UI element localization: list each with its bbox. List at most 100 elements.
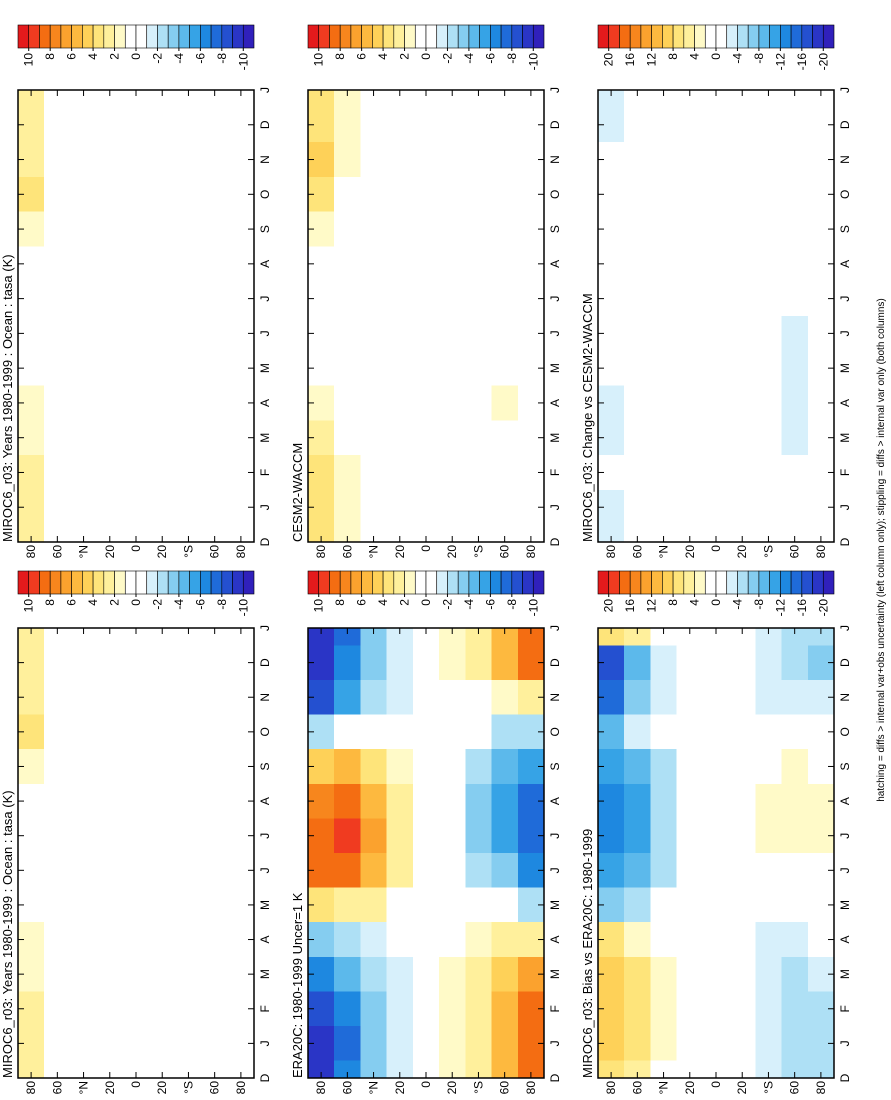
contour-cell bbox=[122, 714, 150, 750]
colorbar-box bbox=[92, 24, 105, 49]
y-tick-label: 20 bbox=[735, 1081, 749, 1095]
contour-cell bbox=[439, 142, 466, 177]
contour-cell bbox=[624, 455, 651, 490]
contour-cell bbox=[227, 645, 254, 680]
contour-cell bbox=[781, 246, 808, 282]
contour-cell bbox=[201, 783, 228, 819]
contour-cell bbox=[598, 679, 625, 715]
y-tick-label: 60 bbox=[340, 1081, 354, 1095]
contour-cell bbox=[598, 211, 625, 247]
contour-cell bbox=[781, 281, 808, 316]
contour-cell bbox=[702, 956, 730, 992]
x-tick-label: D bbox=[838, 658, 852, 667]
contour-cell bbox=[624, 211, 651, 247]
y-tick-label: 80 bbox=[314, 1081, 328, 1095]
y-tick-label: 20 bbox=[445, 1081, 459, 1095]
contour-cell bbox=[44, 1026, 71, 1061]
contour-cell bbox=[96, 524, 123, 542]
contour-cell bbox=[439, 107, 466, 143]
contour-cell bbox=[755, 281, 782, 316]
contour-cell bbox=[729, 627, 756, 646]
contour-cell bbox=[149, 246, 176, 282]
contour-cell bbox=[44, 645, 71, 680]
contour-cell bbox=[491, 853, 518, 888]
contour-cell bbox=[491, 107, 518, 143]
contour-cell bbox=[650, 853, 677, 888]
contour-cell bbox=[491, 385, 518, 421]
contour-cell bbox=[439, 991, 466, 1027]
contour-cell bbox=[729, 489, 756, 525]
contour-cell bbox=[122, 679, 150, 715]
contour-cell bbox=[676, 211, 703, 247]
contour-cell bbox=[439, 90, 466, 108]
contour-cell bbox=[175, 455, 202, 490]
x-tick-label: J bbox=[838, 330, 852, 336]
contour-cell bbox=[122, 783, 150, 819]
contour-cell bbox=[386, 1060, 413, 1078]
colorbar-label: 2 bbox=[108, 599, 122, 606]
contour-cell bbox=[729, 1026, 756, 1061]
contour-cell bbox=[676, 922, 703, 957]
x-tick-label: D bbox=[258, 658, 272, 667]
contour-cell bbox=[70, 679, 97, 715]
contour-cell bbox=[807, 627, 834, 646]
colorbar-label: -6 bbox=[193, 53, 207, 64]
colorbar-box bbox=[672, 570, 685, 595]
contour-cell bbox=[44, 90, 71, 108]
colorbar-box bbox=[339, 24, 352, 49]
contour-cell bbox=[465, 90, 492, 108]
colorbar-label: -8 bbox=[215, 599, 229, 610]
contour-cell bbox=[334, 1060, 361, 1078]
contour-cell bbox=[334, 90, 361, 108]
contour-cell bbox=[386, 991, 413, 1027]
y-tick-label: 60 bbox=[208, 1081, 222, 1095]
contour-cell bbox=[439, 350, 466, 386]
contour-cell bbox=[308, 281, 335, 316]
x-tick-label: M bbox=[548, 363, 562, 373]
contour-cell bbox=[96, 714, 123, 750]
contour-cell bbox=[360, 714, 387, 750]
contour-cell bbox=[598, 315, 625, 351]
colorbar-box bbox=[307, 24, 320, 49]
colorbar-label: 0 bbox=[709, 53, 723, 60]
contour-cell bbox=[624, 714, 651, 750]
contour-cell bbox=[18, 818, 45, 853]
contour-cell bbox=[439, 246, 466, 282]
contour-cell bbox=[755, 90, 782, 108]
contour-cell bbox=[122, 956, 150, 992]
contour-cell bbox=[334, 385, 361, 421]
contour-cell bbox=[386, 246, 413, 282]
colorbar-label: -10 bbox=[236, 53, 250, 71]
contour-cell bbox=[227, 853, 254, 888]
contour-cell bbox=[412, 107, 440, 143]
contour-cell bbox=[624, 489, 651, 525]
contour-cell bbox=[18, 783, 45, 819]
contour-cell bbox=[624, 749, 651, 784]
contour-cell bbox=[70, 176, 97, 212]
contour-cell bbox=[781, 489, 808, 525]
contour-cell bbox=[360, 853, 387, 888]
colorbar-label: -8 bbox=[505, 599, 519, 610]
y-tick-label: °N bbox=[367, 545, 381, 558]
contour-cell bbox=[175, 991, 202, 1027]
y-tick-label: °N bbox=[77, 545, 91, 558]
colorbar-box bbox=[82, 570, 94, 595]
colorbar-label: 8 bbox=[666, 599, 680, 606]
colorbar-box bbox=[404, 24, 416, 49]
contour-cell bbox=[386, 107, 413, 143]
contour-cell bbox=[755, 679, 782, 715]
colorbar-box bbox=[436, 24, 448, 49]
contour-cell bbox=[465, 853, 492, 888]
contour-cell bbox=[439, 679, 466, 715]
colorbar-box bbox=[49, 570, 62, 595]
contour-cell bbox=[175, 818, 202, 853]
x-tick-label: O bbox=[838, 727, 852, 736]
colorbar-box bbox=[790, 570, 803, 595]
y-tick-label: °S bbox=[471, 1081, 485, 1094]
contour-cell bbox=[676, 627, 703, 646]
colorbar-box bbox=[393, 24, 405, 49]
contour-cell bbox=[702, 315, 730, 351]
contour-cell bbox=[412, 818, 440, 853]
contour-cell bbox=[702, 887, 730, 923]
contour-cell bbox=[676, 524, 703, 542]
